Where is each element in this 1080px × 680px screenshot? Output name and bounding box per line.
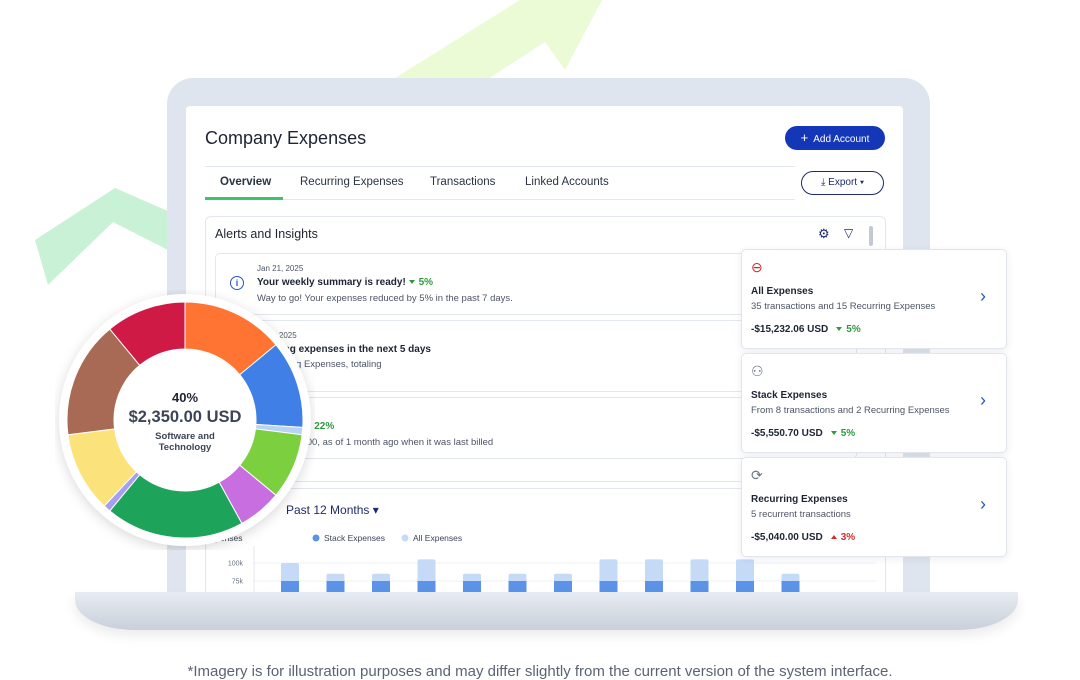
- card-amount: -$15,232.06 USD 5%: [751, 324, 861, 335]
- stack-expenses-bar: [781, 581, 800, 595]
- change-value: 3%: [840, 532, 856, 543]
- expense-chart: 75k100kRecurring ExpensesStack ExpensesA…: [186, 533, 876, 595]
- settings-icon[interactable]: ⚙: [818, 226, 830, 241]
- alert-change: 5%: [408, 277, 434, 288]
- app-screen: Company Expenses + Add Account Overview R…: [186, 106, 903, 595]
- change-value: 5%: [846, 324, 861, 335]
- stack-expenses-bar: [372, 581, 390, 595]
- card-title: All Expenses: [751, 286, 814, 297]
- donut-label: Software and Technology: [155, 431, 215, 453]
- summary-card[interactable]: ⚇ Stack Expenses From 8 transactions and 2…: [741, 353, 1007, 453]
- legend-dot: [401, 534, 409, 542]
- card-title: Recurring Expenses: [751, 494, 848, 505]
- stack-expenses-bar: [508, 581, 527, 595]
- change-value: 22%: [314, 421, 335, 432]
- legend-label: Stack Expenses: [324, 533, 385, 543]
- alert-title: Your weekly summary is ready! 5%: [257, 277, 433, 288]
- summary-card[interactable]: ⊖ All Expenses 35 transactions and 15 Recu…: [741, 249, 1007, 349]
- alert-date: Jan 21, 2025: [257, 264, 304, 273]
- donut-chart: [59, 294, 311, 546]
- export-button[interactable]: ⤓ Export ▾: [801, 171, 884, 195]
- chevron: ›: [980, 494, 986, 514]
- legend-label: All Expenses: [413, 533, 462, 543]
- donut-segment: [109, 301, 186, 366]
- chevron: ›: [980, 286, 986, 306]
- footnote: *Imagery is for illustration purposes an…: [187, 663, 893, 680]
- card-change: 3%: [830, 532, 856, 543]
- alert-date: 1, 2025: [270, 331, 297, 340]
- tab[interactable]: Linked Accounts: [525, 176, 609, 188]
- stack-expenses-bar: [599, 581, 618, 595]
- active-tab-underline: [205, 197, 283, 200]
- change-value: 5%: [840, 428, 856, 439]
- tab[interactable]: Transactions: [430, 176, 496, 188]
- change-value: 5%: [418, 277, 434, 288]
- card-title: Stack Expenses: [751, 390, 828, 401]
- change-arrow: [836, 327, 843, 332]
- card-amount: -$5,550.70 USD 5%: [751, 428, 855, 439]
- card-subtitle: From 8 transactions and 2 Recurring Expe…: [751, 405, 950, 416]
- alert-title: ming expenses in the next 5 days: [272, 344, 431, 355]
- period-selector[interactable]: Past 12 Months ▾: [286, 503, 379, 517]
- tab[interactable]: Overview: [220, 176, 272, 188]
- chevron: ›: [980, 390, 986, 410]
- y-tick-label: 75k: [232, 579, 244, 586]
- amount-text: -$15,232.06 USD: [751, 324, 829, 335]
- change-arrow: [830, 535, 837, 540]
- stack-expenses-bar: [463, 581, 481, 595]
- stack-expenses-bar: [736, 581, 754, 595]
- alert-title-text: Your weekly summary is ready!: [257, 277, 406, 288]
- tab[interactable]: Recurring Expenses: [300, 176, 404, 188]
- alert-text: ecurring Expenses, totaling: [267, 359, 382, 370]
- laptop-base: [75, 592, 1018, 630]
- card-amount: -$5,040.00 USD 3%: [751, 532, 855, 543]
- stack-expenses-bar: [645, 581, 663, 595]
- panel-title: Alerts and Insights: [215, 227, 318, 241]
- legend-dot: [312, 534, 320, 542]
- card-subtitle: 5 recurrent transactions: [751, 509, 851, 520]
- filter-icon[interactable]: ▽: [844, 226, 854, 240]
- donut-amount: $2,350.00 USD: [128, 408, 242, 426]
- button-label: Export: [828, 177, 858, 188]
- card-icon: ⚇: [751, 363, 764, 379]
- stack-expenses-bar: [281, 581, 299, 595]
- amount-text: -$5,550.70 USD: [751, 428, 823, 439]
- button-label: Add Account: [813, 134, 870, 145]
- page-title: Company Expenses: [205, 128, 367, 148]
- info-icon: i: [230, 276, 244, 290]
- stack-expenses-bar: [417, 581, 436, 595]
- change-arrow: [830, 431, 837, 436]
- alert-text: Way to go! Your expenses reduced by 5% i…: [257, 293, 513, 304]
- divider: [205, 199, 795, 200]
- period-label: Past 12 Months: [286, 503, 370, 517]
- scrollbar: [869, 226, 873, 246]
- amount-text: -$5,040.00 USD: [751, 532, 823, 543]
- card-change: 5%: [836, 324, 861, 335]
- add-account-button[interactable]: + Add Account: [785, 126, 885, 150]
- stack-expenses-bar: [326, 581, 345, 595]
- summary-card[interactable]: ⟳ Recurring Expenses 5 recurrent transacti…: [741, 457, 1007, 557]
- donut-percent: 40%: [171, 390, 199, 405]
- card-icon: ⟳: [751, 467, 763, 483]
- y-tick-label: 100k: [228, 561, 244, 568]
- card-change: 5%: [830, 428, 856, 439]
- stack-expenses-bar: [554, 581, 572, 595]
- divider: [205, 166, 795, 167]
- stack-expenses-bar: [690, 581, 709, 595]
- card-subtitle: 35 transactions and 15 Recurring Expense…: [751, 301, 936, 312]
- alert-text: $300.00, as of 1 month ago when it was l…: [283, 437, 494, 448]
- card-icon: ⊖: [751, 259, 763, 275]
